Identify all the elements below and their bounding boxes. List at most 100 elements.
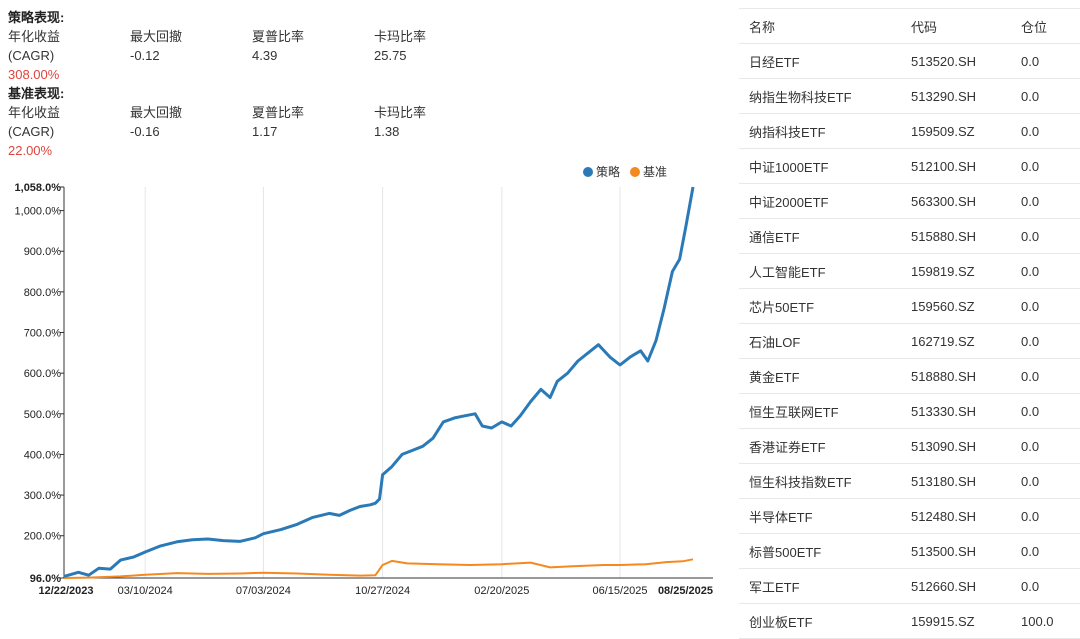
table-row[interactable]: 芯片50ETF 159560.SZ 0.0 — [739, 288, 1080, 324]
legend-label-strategy: 策略 — [596, 165, 621, 179]
x-tick-label: 08/25/2025 — [658, 585, 713, 597]
y-tick-label: 800.0% — [24, 287, 62, 299]
column-header-position[interactable]: 仓位 — [1011, 8, 1080, 44]
header-sharpe: 夏普比率 — [252, 29, 305, 44]
cell-code: 513290.SH — [901, 78, 1011, 114]
benchmark-cagr: 22.00% — [8, 143, 53, 158]
table-row[interactable]: 中证1000ETF 512100.SH 0.0 — [739, 148, 1080, 184]
table-row[interactable]: 恒生科技指数ETF 513180.SH 0.0 — [739, 463, 1080, 499]
cell-position: 0.0 — [1011, 183, 1080, 219]
x-tick-label: 06/15/2025 — [592, 585, 647, 597]
table-row[interactable]: 中证2000ETF 563300.SH 0.0 — [739, 183, 1080, 219]
strategy-max-drawdown: -0.12 — [130, 48, 160, 63]
cagr-sub-label: (CAGR) — [8, 124, 55, 139]
header-calmar: 卡玛比率 — [374, 105, 427, 120]
metrics-block: 策略表现: 年化收益 最大回撤 夏普比率 卡玛比率 (CAGR) -0.12 4… — [8, 8, 426, 160]
table-row[interactable]: 通信ETF 515880.SH 0.0 — [739, 218, 1080, 254]
table-header-row: 名称 代码 仓位 — [739, 8, 1080, 44]
cell-position: 100.0 — [1011, 603, 1080, 639]
cell-name: 石油LOF — [739, 323, 901, 359]
table-row[interactable]: 香港证券ETF 513090.SH 0.0 — [739, 428, 1080, 464]
cell-name: 创业板ETF — [739, 603, 901, 639]
strategy-sharpe: 4.39 — [252, 48, 278, 63]
cell-name: 人工智能ETF — [739, 253, 901, 289]
cell-code: 513500.SH — [901, 533, 1011, 569]
y-tick-label: 400.0% — [24, 449, 62, 461]
cell-code: 512660.SH — [901, 568, 1011, 604]
y-tick-label: 200.0% — [24, 531, 62, 543]
x-tick-label: 07/03/2024 — [236, 585, 291, 597]
header-max-drawdown: 最大回撤 — [130, 105, 183, 120]
cell-position: 0.0 — [1011, 288, 1080, 324]
cell-name: 军工ETF — [739, 568, 901, 604]
cell-position: 0.0 — [1011, 463, 1080, 499]
y-tick-label: 600.0% — [24, 368, 62, 380]
cell-name: 芯片50ETF — [739, 288, 901, 324]
y-tick-label: 96.0% — [30, 573, 61, 585]
performance-chart[interactable]: 12/22/2023 03/10/2024 07/03/2024 10/27/2024… — [0, 170, 720, 600]
header-calmar: 卡玛比率 — [374, 29, 427, 44]
header-cagr: 年化收益 — [8, 105, 61, 120]
y-tick-label: 1,058.0% — [15, 182, 62, 194]
table-row[interactable]: 石油LOF 162719.SZ 0.0 — [739, 323, 1080, 359]
cell-name: 日经ETF — [739, 43, 901, 79]
benchmark-series-line[interactable] — [63, 558, 694, 579]
cell-name: 半导体ETF — [739, 498, 901, 534]
cell-position: 0.0 — [1011, 253, 1080, 289]
cell-position: 0.0 — [1011, 533, 1080, 569]
strategy-calmar: 25.75 — [374, 48, 407, 63]
table-row[interactable]: 人工智能ETF 159819.SZ 0.0 — [739, 253, 1080, 289]
legend-item-benchmark[interactable]: 基准 — [630, 163, 667, 180]
x-tick-label: 03/10/2024 — [118, 585, 173, 597]
cell-position: 0.0 — [1011, 78, 1080, 114]
benchmark-dot-icon — [630, 166, 641, 177]
holdings-table-panel: 名称 代码 仓位 日经ETF 513520.SH 0.0 纳指生物科技ETF 51329… — [739, 8, 1080, 639]
table-row[interactable]: 黄金ETF 518880.SH 0.0 — [739, 358, 1080, 394]
chart-legend[interactable]: 策略 基准 — [583, 163, 673, 180]
cell-code: 162719.SZ — [901, 323, 1011, 359]
y-tick-label: 700.0% — [24, 328, 62, 340]
header-cagr: 年化收益 — [8, 29, 61, 44]
cell-code: 513090.SH — [901, 428, 1011, 464]
holdings-table: 名称 代码 仓位 日经ETF 513520.SH 0.0 纳指生物科技ETF 51329… — [739, 8, 1080, 639]
cell-name: 香港证券ETF — [739, 428, 901, 464]
column-header-name[interactable]: 名称 — [739, 8, 901, 44]
table-row[interactable]: 纳指生物科技ETF 513290.SH 0.0 — [739, 78, 1080, 114]
table-row[interactable]: 半导体ETF 512480.SH 0.0 — [739, 498, 1080, 534]
cell-name: 纳指生物科技ETF — [739, 78, 901, 114]
cell-position: 0.0 — [1011, 358, 1080, 394]
table-row[interactable]: 纳指科技ETF 159509.SZ 0.0 — [739, 113, 1080, 149]
cell-code: 513180.SH — [901, 463, 1011, 499]
cell-name: 恒生互联网ETF — [739, 393, 901, 429]
strategy-cagr: 308.00% — [8, 67, 60, 82]
cell-name: 中证1000ETF — [739, 148, 901, 184]
benchmark-metrics-title: 基准表现: — [8, 86, 65, 101]
strategy-metrics-title: 策略表现: — [8, 10, 65, 25]
header-sharpe: 夏普比率 — [252, 105, 305, 120]
table-row[interactable]: 创业板ETF 159915.SZ 100.0 — [739, 603, 1080, 639]
cell-code: 513330.SH — [901, 393, 1011, 429]
table-row[interactable]: 恒生互联网ETF 513330.SH 0.0 — [739, 393, 1080, 429]
strategy-series-line[interactable] — [63, 186, 695, 578]
x-tick-label: 12/22/2023 — [38, 585, 93, 597]
cell-name: 恒生科技指数ETF — [739, 463, 901, 499]
table-row[interactable]: 标普500ETF 513500.SH 0.0 — [739, 533, 1080, 569]
cell-code: 159819.SZ — [901, 253, 1011, 289]
cell-code: 159560.SZ — [901, 288, 1011, 324]
column-header-code[interactable]: 代码 — [901, 8, 1011, 44]
strategy-dot-icon — [583, 166, 593, 177]
cell-name: 通信ETF — [739, 218, 901, 254]
cell-position: 0.0 — [1011, 393, 1080, 429]
y-tick-label: 300.0% — [24, 490, 62, 502]
table-row[interactable]: 日经ETF 513520.SH 0.0 — [739, 43, 1080, 79]
legend-item-strategy[interactable]: 策略 — [583, 163, 620, 180]
benchmark-calmar: 1.38 — [374, 124, 400, 139]
cagr-sub-label: (CAGR) — [8, 48, 55, 63]
x-tick-label: 10/27/2024 — [355, 585, 410, 597]
cell-position: 0.0 — [1011, 148, 1080, 184]
x-tick-label: 02/20/2025 — [474, 585, 529, 597]
y-tick-label: 900.0% — [24, 246, 62, 258]
cell-position: 0.0 — [1011, 428, 1080, 464]
cell-position: 0.0 — [1011, 323, 1080, 359]
table-row[interactable]: 军工ETF 512660.SH 0.0 — [739, 568, 1080, 604]
